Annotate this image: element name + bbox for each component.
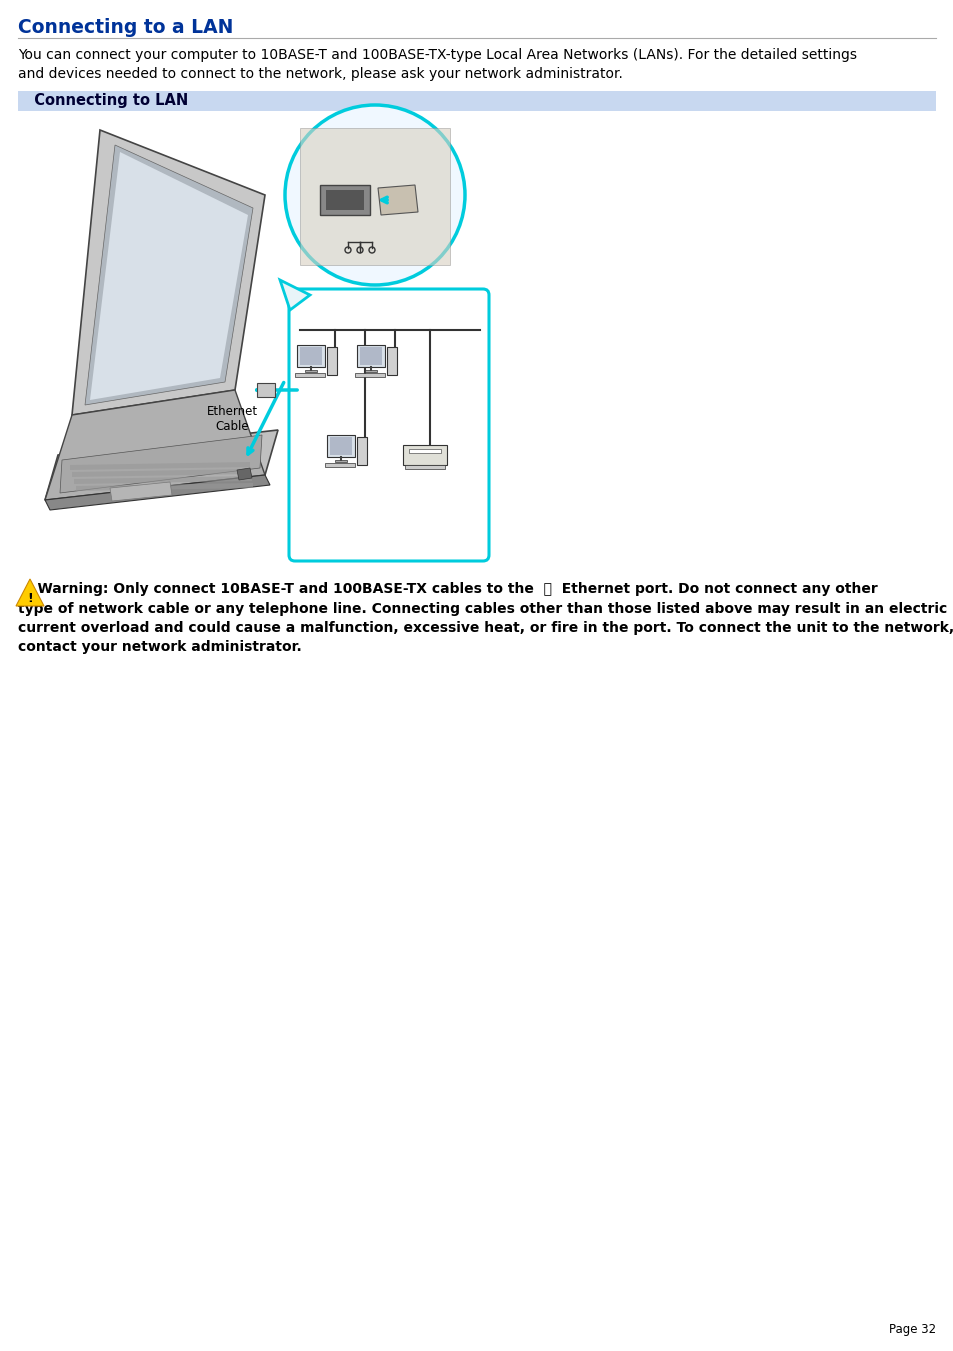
Text: Connecting to LAN: Connecting to LAN [24,93,188,108]
Polygon shape [356,436,367,465]
Polygon shape [305,370,316,372]
Polygon shape [71,130,265,415]
Polygon shape [330,436,352,455]
Polygon shape [402,444,447,465]
Polygon shape [90,153,248,400]
Polygon shape [294,373,325,377]
Polygon shape [356,345,385,367]
Polygon shape [355,373,385,377]
Polygon shape [359,347,381,365]
Polygon shape [280,280,310,309]
Polygon shape [335,459,347,462]
Polygon shape [405,465,444,469]
Polygon shape [16,580,44,607]
Polygon shape [76,484,253,490]
Polygon shape [365,370,376,372]
Circle shape [285,105,464,285]
Polygon shape [60,435,262,493]
Polygon shape [387,347,396,376]
Polygon shape [299,128,450,265]
Polygon shape [85,145,253,405]
Polygon shape [74,476,252,484]
Polygon shape [319,185,370,215]
Polygon shape [110,482,172,501]
Polygon shape [71,469,251,477]
FancyBboxPatch shape [289,289,489,561]
Polygon shape [325,463,355,467]
Polygon shape [327,347,336,376]
Text: Ethernet
Cable: Ethernet Cable [206,405,257,434]
Text: Warning: Only connect 10BASE-T and 100BASE-TX cables to the  Ⓝ  Ethernet port. D: Warning: Only connect 10BASE-T and 100BA… [18,582,953,654]
Text: !: ! [27,592,32,604]
Polygon shape [70,462,250,470]
Text: You can connect your computer to 10BASE-T and 100BASE-TX-type Local Area Network: You can connect your computer to 10BASE-… [18,49,856,81]
Polygon shape [377,185,417,215]
Text: Page 32: Page 32 [888,1323,935,1336]
Polygon shape [299,347,322,365]
Polygon shape [45,390,265,500]
Polygon shape [326,190,364,209]
Polygon shape [45,430,277,500]
Polygon shape [327,435,355,457]
Polygon shape [45,476,270,509]
Polygon shape [409,449,440,453]
Polygon shape [236,467,252,480]
Text: Connecting to a LAN: Connecting to a LAN [18,18,233,36]
Polygon shape [296,345,325,367]
Polygon shape [256,382,274,397]
Bar [18,91,935,111]
